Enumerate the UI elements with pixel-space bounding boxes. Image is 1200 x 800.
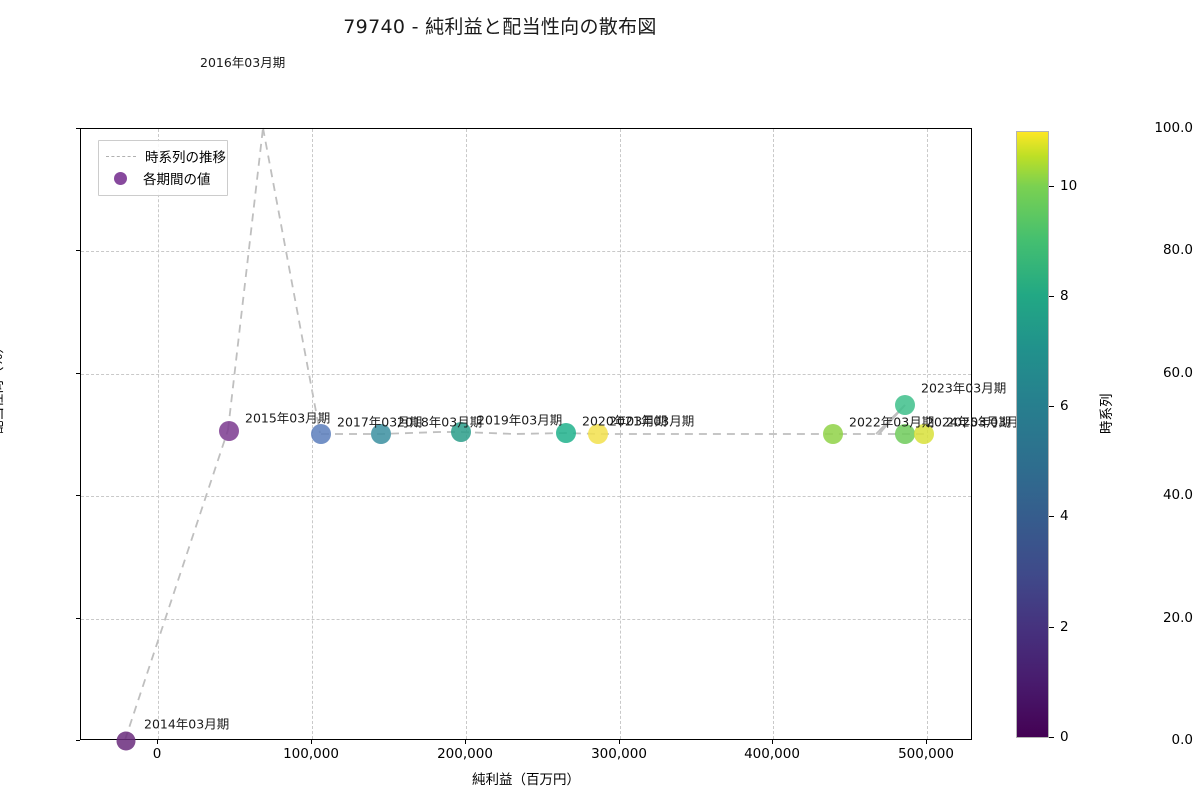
point-label-2015: 2015年03月期 bbox=[245, 410, 331, 426]
colorbar-axis-label: 時系列 bbox=[1099, 393, 1115, 435]
chart-title: 79740 - 純利益と配当性向の散布図 bbox=[343, 16, 657, 38]
colorbar-tick-mark-6 bbox=[1049, 406, 1054, 407]
data-point-2014[interactable] bbox=[116, 731, 136, 751]
point-label-2021-overlap: 2021年03月期 bbox=[609, 413, 695, 429]
colorbar-tick-mark-8 bbox=[1049, 296, 1054, 297]
legend-entry-trend: 時系列の推移 bbox=[99, 145, 227, 167]
point-label-2014: 2014年03月期 bbox=[144, 716, 230, 732]
data-point-2023[interactable] bbox=[895, 395, 915, 415]
dashed-line-icon bbox=[106, 155, 136, 157]
point-label-2016: 2016年03月期 bbox=[200, 55, 286, 70]
x-tick-label-300000: 300,000 bbox=[591, 746, 647, 762]
colorbar-gradient bbox=[1016, 131, 1049, 738]
gridline-x-300000 bbox=[620, 129, 621, 739]
point-label-2022: 2022年03月期 bbox=[849, 414, 935, 430]
x-axis-label: 純利益（百万円） bbox=[472, 772, 580, 788]
y-tick-mark-40 bbox=[76, 495, 80, 496]
point-label-2025: 2025年03月期 bbox=[946, 414, 1032, 430]
y-tick-label-0: 0.0 bbox=[1171, 732, 1193, 748]
circle-marker-icon bbox=[114, 171, 127, 185]
colorbar-tick-mark-0 bbox=[1049, 737, 1054, 738]
y-tick-mark-0 bbox=[76, 740, 80, 741]
colorbar-tick-label-10: 10 bbox=[1060, 178, 1078, 194]
x-tick-mark-0 bbox=[157, 740, 158, 744]
x-tick-label-500000: 500,000 bbox=[898, 746, 954, 762]
legend-label-values: 各期間の値 bbox=[143, 172, 211, 188]
y-tick-mark-100 bbox=[76, 128, 80, 129]
x-tick-label-0: 0 bbox=[152, 746, 162, 762]
x-tick-mark-500000 bbox=[926, 740, 927, 744]
gridline-x-0 bbox=[158, 129, 159, 739]
y-tick-label-100: 100.0 bbox=[1154, 120, 1193, 136]
data-point-2021[interactable] bbox=[588, 424, 608, 444]
data-point-2024[interactable] bbox=[895, 424, 915, 444]
point-label-2018: 2018年03月期 bbox=[397, 414, 483, 430]
x-tick-label-100000: 100,000 bbox=[283, 746, 339, 762]
point-label-2019: 2019年03月期 bbox=[477, 412, 563, 428]
y-tick-mark-60 bbox=[76, 373, 80, 374]
data-point-2015[interactable] bbox=[219, 421, 239, 441]
x-tick-label-400000: 400,000 bbox=[744, 746, 800, 762]
gridline-y-80 bbox=[81, 251, 971, 252]
y-tick-label-40: 40.0 bbox=[1162, 487, 1193, 503]
y-tick-mark-20 bbox=[76, 618, 80, 619]
gridline-y-40 bbox=[81, 496, 971, 497]
colorbar-tick-label-4: 4 bbox=[1060, 508, 1069, 524]
x-tick-mark-300000 bbox=[619, 740, 620, 744]
data-point-2025[interactable] bbox=[914, 424, 934, 444]
data-point-2022[interactable] bbox=[823, 424, 843, 444]
colorbar-tick-label-6: 6 bbox=[1060, 398, 1069, 414]
legend-label-trend: 時系列の推移 bbox=[145, 150, 226, 166]
gridline-y-60 bbox=[81, 374, 971, 375]
chart-legend: 時系列の推移 各期間の値 bbox=[98, 140, 228, 196]
y-tick-label-20: 20.0 bbox=[1162, 610, 1193, 626]
y-tick-mark-80 bbox=[76, 250, 80, 251]
data-point-2020[interactable] bbox=[556, 423, 576, 443]
data-point-2019[interactable] bbox=[451, 422, 471, 442]
data-point-2018[interactable] bbox=[371, 424, 391, 444]
y-tick-label-60: 60.0 bbox=[1162, 365, 1193, 381]
y-axis-label: 配当性向（%） bbox=[0, 340, 6, 434]
plot-area: 2014年03月期 2015年03月期 2017年03月期 2018年03月期 … bbox=[80, 128, 1031, 751]
x-tick-mark-400000 bbox=[772, 740, 773, 744]
point-label-2020: 2020年03月期 bbox=[582, 413, 668, 429]
colorbar-tick-label-8: 8 bbox=[1060, 288, 1069, 304]
colorbar-tick-label-0: 0 bbox=[1060, 729, 1069, 745]
point-label-2024: 2024年03月期 bbox=[926, 414, 1012, 430]
point-label-2017: 2017年03月期 bbox=[337, 414, 423, 430]
colorbar-tick-label-2: 2 bbox=[1060, 619, 1069, 635]
x-tick-mark-100000 bbox=[311, 740, 312, 744]
legend-entry-values: 各期間の値 bbox=[99, 167, 227, 189]
x-tick-mark-200000 bbox=[465, 740, 466, 744]
data-point-2017[interactable] bbox=[311, 424, 331, 444]
colorbar-tick-mark-2 bbox=[1049, 627, 1054, 628]
colorbar-tick-mark-4 bbox=[1049, 516, 1054, 517]
x-tick-label-200000: 200,000 bbox=[437, 746, 493, 762]
colorbar-tick-mark-10 bbox=[1049, 186, 1054, 187]
point-label-2023: 2023年03月期 bbox=[921, 380, 1007, 396]
gridline-y-20 bbox=[81, 619, 971, 620]
y-tick-label-80: 80.0 bbox=[1162, 242, 1193, 258]
gridline-x-400000 bbox=[773, 129, 774, 739]
